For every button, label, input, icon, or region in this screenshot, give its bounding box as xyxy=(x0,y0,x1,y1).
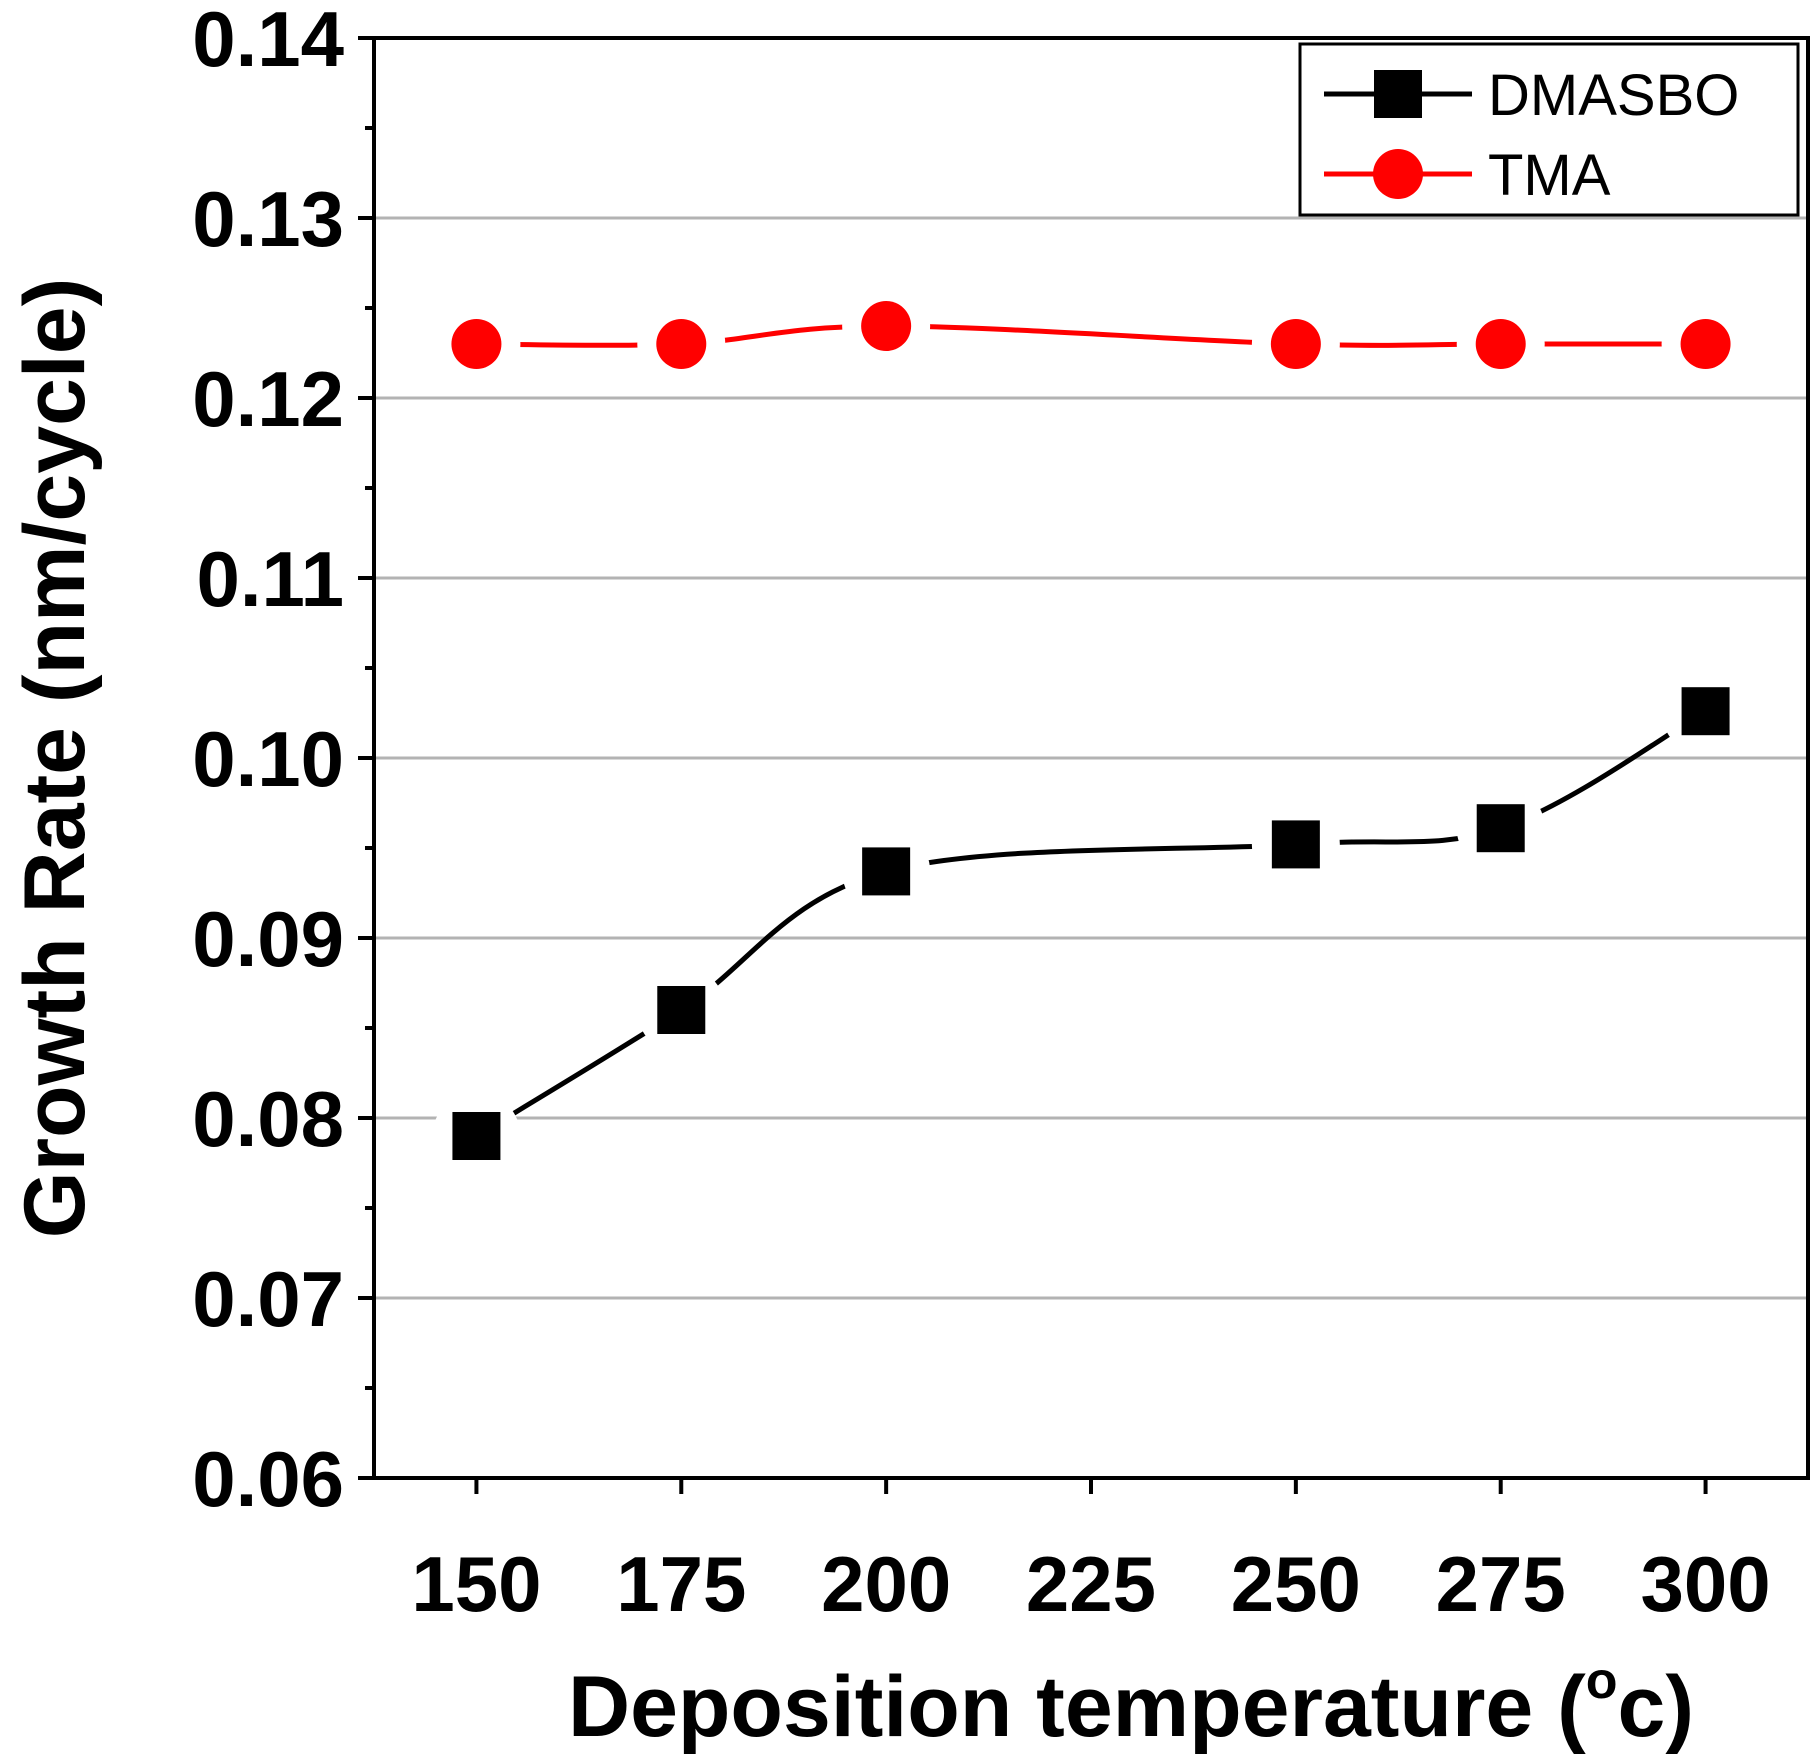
x-tick-label: 300 xyxy=(1641,1540,1771,1628)
data-point-dmasbo xyxy=(657,986,706,1034)
legend-marker-dmasbo xyxy=(1374,70,1422,118)
data-point-tma xyxy=(861,301,912,351)
x-tick-label: 275 xyxy=(1436,1540,1566,1628)
x-axis-title-main: Deposition temperature ( xyxy=(568,1659,1586,1755)
series-line-dmasbo xyxy=(475,709,1707,1139)
y-tick-label: 0.14 xyxy=(192,0,344,83)
y-tick-label: 0.10 xyxy=(192,715,344,803)
legend-marker-tma xyxy=(1373,149,1423,199)
x-tick-label: 150 xyxy=(411,1540,541,1628)
y-tick-label: 0.08 xyxy=(192,1075,344,1163)
legend: DMASBO TMA xyxy=(1298,42,1800,217)
data-point-tma xyxy=(451,319,502,369)
data-point-tma xyxy=(1475,319,1526,369)
y-tick-label: 0.12 xyxy=(192,355,344,443)
data-point-dmasbo xyxy=(862,847,911,896)
gridlines xyxy=(374,216,1808,1300)
x-tick-label: 250 xyxy=(1231,1540,1361,1628)
legend-label-dmasbo: DMASBO xyxy=(1488,63,1739,128)
data-point-tma xyxy=(1270,319,1321,369)
y-axis-title: Growth Rate (nm/cycle) xyxy=(7,278,103,1239)
y-tick-label: 0.09 xyxy=(192,895,344,983)
data-point-dmasbo xyxy=(452,1112,501,1160)
x-axis-title-unit: c) xyxy=(1618,1659,1694,1755)
data-point-dmasbo xyxy=(1476,804,1525,853)
x-axis-title-degree: o xyxy=(1586,1652,1618,1710)
y-tick-label: 0.13 xyxy=(192,175,344,263)
y-tick-label: 0.07 xyxy=(192,1255,344,1343)
legend-items: DMASBO TMA xyxy=(1324,63,1739,208)
series-markers xyxy=(432,282,1750,1180)
legend-label-tma: TMA xyxy=(1488,143,1611,208)
axis-ticks xyxy=(358,36,1708,1494)
data-point-dmasbo xyxy=(1271,820,1320,869)
y-tick-label: 0.11 xyxy=(196,535,344,623)
data-point-tma xyxy=(1680,319,1731,369)
data-point-tma xyxy=(656,319,707,369)
y-tick-label: 0.06 xyxy=(192,1435,344,1523)
x-tick-label: 200 xyxy=(821,1540,951,1628)
tick-labels: 0.06 0.07 0.08 0.09 0.10 0.11 0.12 0.13 0.14 150 1… xyxy=(192,0,1770,1628)
x-tick-label: 225 xyxy=(1026,1540,1156,1628)
x-axis-title: Deposition temperature (oc) xyxy=(568,1652,1694,1755)
data-point-dmasbo xyxy=(1681,687,1730,736)
x-tick-label: 175 xyxy=(616,1540,746,1628)
